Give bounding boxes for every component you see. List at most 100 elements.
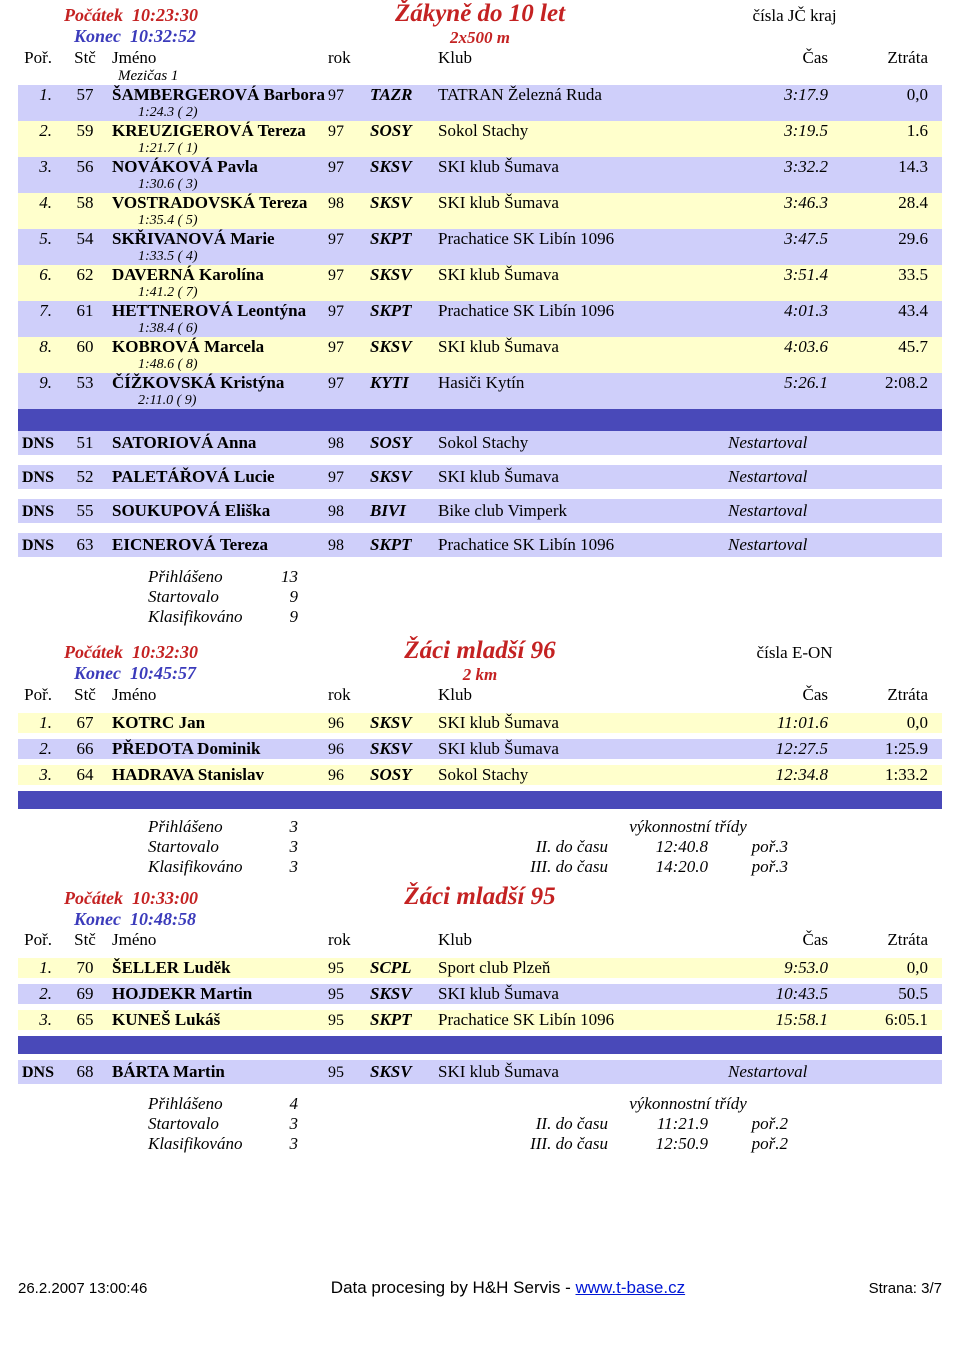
sec3-table: 1. 70 ŠELLER Luděk 95 SCPL Sport club Pl… [18,958,942,1030]
cell-split: 1:33.5 ( 4) [18,249,942,265]
dns-row: DNS 52 PALETÁŘOVÁ Lucie 97 SKSV SKI klub… [18,465,942,489]
cell-stc: 62 [58,265,112,285]
cell-name: EICNEROVÁ Tereza [112,535,328,555]
sec1-right: čísla JČ kraj [647,6,942,26]
table-row: 1. 57 ŠAMBERGEROVÁ Barbora 97 TAZR TATRA… [18,85,942,121]
cell-por: 3. [18,157,58,177]
cell-code: SKSV [370,157,438,177]
cell-club: SKI klub Šumava [438,193,708,213]
cell-dns: DNS [18,537,58,555]
cell-rok: 96 [328,741,370,759]
cell-rok: 98 [328,503,370,521]
cell-ztr: 0,0 [828,85,928,105]
cell-split: 1:41.2 ( 7) [18,285,942,301]
cell-cas: 3:46.3 [708,193,828,213]
cell-rok: 98 [328,435,370,453]
cell-stc: 53 [58,373,112,393]
cell-ztr: 6:05.1 [828,1010,928,1030]
cell-code: TAZR [370,85,438,105]
cell-code: SKSV [370,713,438,733]
cell-club: Sokol Stachy [438,433,708,453]
cell-stc: 67 [58,713,112,733]
cell-code: SKPT [370,301,438,321]
mezi: Mezičas 1 [18,68,942,85]
cell-ztr: 43.4 [828,301,928,321]
cell-club: Prachatice SK Libín 1096 [438,535,708,555]
cell-club: SKI klub Šumava [438,713,708,733]
sec1-konec: 10:32:52 [130,26,196,46]
cell-name: KREUZIGEROVÁ Tereza [112,121,328,141]
cell-ztr: 0,0 [828,713,928,733]
table-row: 5. 54 SKŘIVANOVÁ Marie 97 SKPT Prachatic… [18,229,942,265]
cell-club: SKI klub Šumava [438,467,708,487]
cell-split: 1:38.4 ( 6) [18,321,942,337]
cell-rok: 95 [328,1012,370,1030]
cell-club: SKI klub Šumava [438,157,708,177]
cell-dns: DNS [18,435,58,453]
cell-stc: 51 [58,433,112,453]
cell-ztr: 1:33.2 [828,765,928,785]
lbl-pocatek: Počátek [64,5,123,25]
cell-club: Prachatice SK Libín 1096 [438,229,708,249]
cell-rok: 97 [328,123,370,141]
cell-stc: 59 [58,121,112,141]
cell-rok: 97 [328,231,370,249]
vt-row: III. do času 14:20.0 poř.3 [458,857,918,877]
cell-club: Prachatice SK Libín 1096 [438,301,708,321]
cell-stc: 55 [58,501,112,521]
cell-cas: 12:27.5 [708,739,828,759]
cell-club: Prachatice SK Libín 1096 [438,1010,708,1030]
dns-row: DNS 63 EICNEROVÁ Tereza 98 SKPT Prachati… [18,533,942,557]
cell-rok: 97 [328,87,370,105]
cell-cas: 3:17.9 [708,85,828,105]
cell-name: HOJDEKR Martin [112,984,328,1004]
cell-club: Hasiči Kytín [438,373,708,393]
cell-name: HETTNEROVÁ Leontýna [112,301,328,321]
cell-club: SKI klub Šumava [438,1062,708,1082]
cell-cas: 4:03.6 [708,337,828,357]
table-row: 2. 69 HOJDEKR Martin 95 SKSV SKI klub Šu… [18,984,942,1004]
cell-stc: 52 [58,467,112,487]
cell-dns: DNS [18,503,58,521]
cell-stc: 60 [58,337,112,357]
cell-code: SOSY [370,765,438,785]
cell-rok: 97 [328,267,370,285]
cell-por: 8. [18,337,58,357]
cell-club: Sokol Stachy [438,121,708,141]
cell-club: Bike club Vimperk [438,501,708,521]
vt-row: II. do času 12:40.8 poř.3 [458,837,918,857]
table-row: 1. 70 ŠELLER Luděk 95 SCPL Sport club Pl… [18,958,942,978]
cell-rok: 97 [328,339,370,357]
table-row: 4. 58 VOSTRADOVSKÁ Tereza 98 SKSV SKI kl… [18,193,942,229]
cell-cas: 12:34.8 [708,765,828,785]
cell-name: BÁRTA Martin [112,1062,328,1082]
cell-club: Sport club Plzeň [438,958,708,978]
footer-link[interactable]: www.t-base.cz [576,1278,686,1297]
table-row: 3. 64 HADRAVA Stanislav 96 SOSY Sokol St… [18,765,942,785]
cell-split: 1:24.3 ( 2) [18,105,942,121]
table-row: 2. 66 PŘEDOTA Dominik 96 SKSV SKI klub Š… [18,739,942,759]
dns-row: DNS 68 BÁRTA Martin 95 SKSV SKI klub Šum… [18,1060,942,1084]
sec3-summary: Přihlášeno4 Startovalo3 Klasifikováno3 v… [18,1094,942,1154]
cell-code: SCPL [370,958,438,978]
cell-stc: 66 [58,739,112,759]
cell-ztr: 28.4 [828,193,928,213]
cell-rok: 97 [328,375,370,393]
cell-code: SOSY [370,433,438,453]
cell-cas: 9:53.0 [708,958,828,978]
cell-stc: 65 [58,1010,112,1030]
cell-stc: 54 [58,229,112,249]
table-row: 8. 60 KOBROVÁ Marcela 97 SKSV SKI klub Š… [18,337,942,373]
cell-rok: 98 [328,537,370,555]
table-row: 9. 53 ČÍŽKOVSKÁ Kristýna 97 KYTI Hasiči … [18,373,942,409]
cell-stc: 69 [58,984,112,1004]
cell-stc: 61 [58,301,112,321]
cell-cas: 5:26.1 [708,373,828,393]
sec1-title: Žákyně do 10 let [313,0,647,28]
cell-club: SKI klub Šumava [438,984,708,1004]
cell-name: ŠAMBERGEROVÁ Barbora [112,85,328,105]
cell-dns: DNS [18,469,58,487]
table-row: 1. 67 KOTRC Jan 96 SKSV SKI klub Šumava … [18,713,942,733]
vt-row: II. do času 11:21.9 poř.2 [458,1114,918,1134]
cell-name: SATORIOVÁ Anna [112,433,328,453]
